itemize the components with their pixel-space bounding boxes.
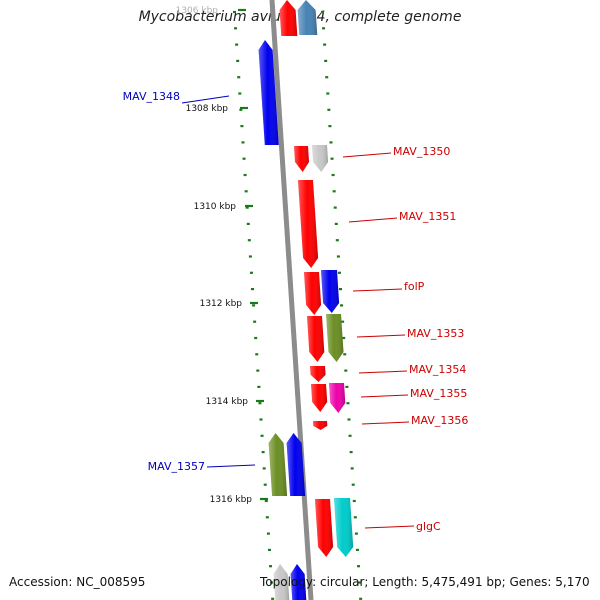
gene-2[interactable] [279,0,298,36]
callout-line [348,217,398,223]
gene-arrow-shading [310,366,326,382]
gene-arrow-shading [326,314,344,362]
gene-19[interactable] [273,564,290,600]
gene-arrow-shading [297,0,318,35]
gene-16[interactable] [286,433,306,496]
topology-text: Topology: circular; Length: 5,475,491 bp… [260,575,590,589]
callout-line [206,464,256,468]
gene-arrow-shading [286,433,306,496]
gene-arrow-shading [279,0,298,36]
gene-9[interactable] [307,316,325,362]
callout-line [361,421,410,425]
gene-arrow-shading [273,564,290,600]
callout-line [360,394,409,398]
gene-arrow-shading [304,272,322,315]
ruler-label: 1314 kbp [206,397,249,407]
gene-arrow-shading [315,499,334,557]
ruler-label: 1306 kbp [176,6,219,16]
gene-arrow-shading [313,421,328,430]
gene-label[interactable]: MAV_1356 [411,414,468,427]
gene-label[interactable]: MAV_1350 [393,145,450,158]
gene-mav_1357[interactable] [268,433,288,496]
gene-4[interactable] [294,146,309,172]
gene-arrow-shading [311,384,328,412]
gene-label[interactable]: MAV_1348 [123,90,180,103]
callout-line [352,288,403,292]
gene-arrow-shading [268,433,288,496]
ruler-label: 1316 kbp [210,495,253,505]
gene-mav_1354[interactable] [310,366,326,382]
gene-mav_1350[interactable] [312,145,329,172]
gene-label[interactable]: folP [404,280,425,293]
callout-line [358,370,408,374]
gene-glgc[interactable] [334,498,354,557]
gene-mav_1348[interactable] [258,40,279,145]
gene-12[interactable] [311,384,328,412]
gene-arrow-shading [298,180,319,268]
ruler-label: 1308 kbp [186,104,229,114]
gene-mav_1353[interactable] [326,314,344,362]
accession-text: Accession: NC_008595 [9,575,146,589]
gene-arrow-shading [312,145,329,172]
gene-mav_1351[interactable] [298,180,319,268]
callout-line [356,334,406,338]
gene-arrow-shading [307,316,325,362]
gene-label[interactable]: MAV_1351 [399,210,456,223]
gene-label[interactable]: MAV_1353 [407,327,464,340]
gene-20[interactable] [290,564,307,600]
gene-arrow-shading [334,498,354,557]
genome-backbone [269,0,314,600]
gene-arrow-shading [294,146,309,172]
callout-line [181,95,230,104]
gene-arrow-shading [329,383,346,413]
gene-folp[interactable] [321,270,340,313]
callout-line [342,152,392,158]
gene-label[interactable]: MAV_1354 [409,363,466,376]
gene-track [258,0,354,600]
ruler-label: 1310 kbp [194,202,237,212]
ruler-labels: 1306 kbp 1308 kbp 1310 kbp 1312 kbp 1314 kbp… [176,6,268,505]
gene-callouts: MAV_1348 MAV_1350 MAV_1351 folP MAV_1353 MAV_… [123,90,469,533]
ruler-ticks-right [321,10,363,600]
callout-line [364,525,415,529]
gene-arrow-shading [258,40,279,145]
gene-7[interactable] [304,272,322,315]
ruler-ticks-left [233,10,275,600]
gene-17[interactable] [315,499,334,557]
gene-arrow-shading [290,564,307,600]
gene-mav_1355[interactable] [329,383,346,413]
gene-mav_1356[interactable] [313,421,328,430]
ruler-label: 1312 kbp [200,299,243,309]
gene-arrow-shading [321,270,340,313]
gene-1[interactable] [297,0,318,35]
gene-label[interactable]: glgC [416,520,441,533]
gene-label[interactable]: MAV_1357 [148,460,205,473]
gene-label[interactable]: MAV_1355 [410,387,467,400]
